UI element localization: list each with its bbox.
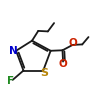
Text: O: O [68, 38, 77, 48]
Text: F: F [7, 76, 14, 86]
Text: S: S [39, 68, 47, 78]
Text: O: O [58, 59, 67, 69]
Text: N: N [9, 46, 18, 56]
